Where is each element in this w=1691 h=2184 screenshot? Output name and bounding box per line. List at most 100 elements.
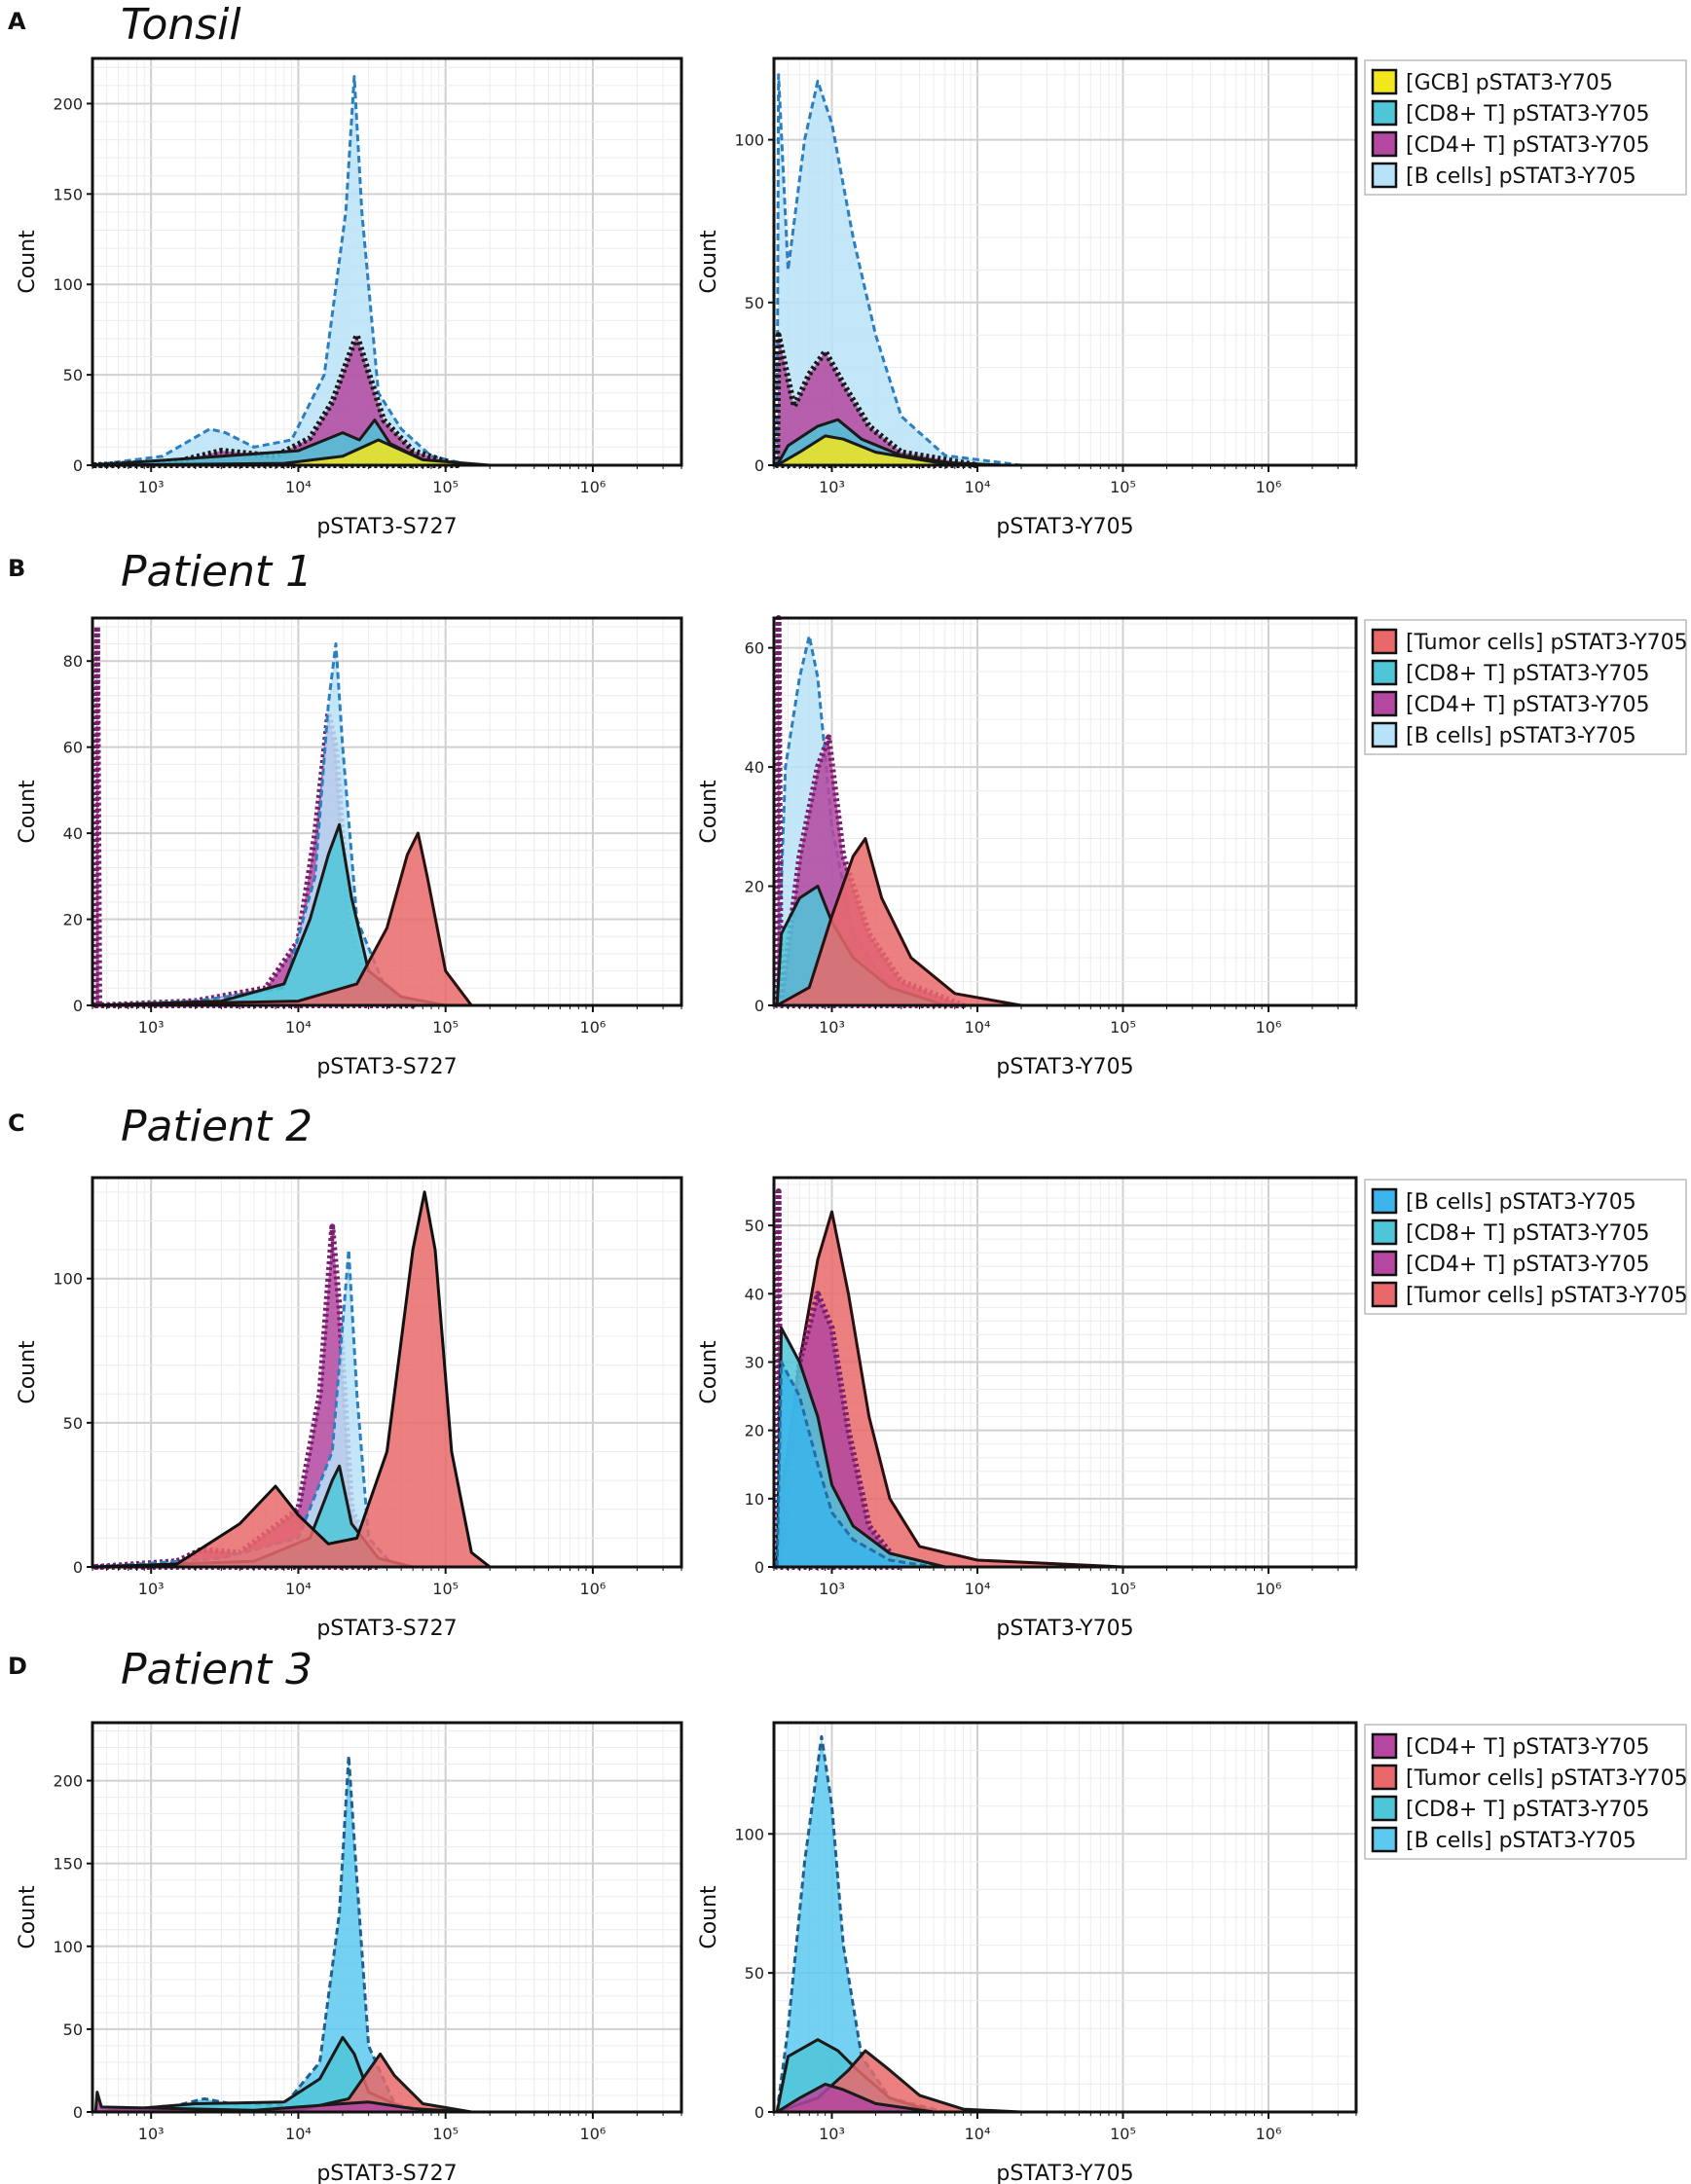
x-tick-label: 10⁴ <box>285 1018 312 1037</box>
y-tick-label: 80 <box>63 652 83 671</box>
y-axis-label: Count <box>16 230 40 294</box>
panel-letter-B: B <box>8 555 25 582</box>
x-tick-label: 10⁴ <box>965 1018 991 1037</box>
y-tick-label: 60 <box>63 739 83 757</box>
legend-swatch <box>1371 130 1398 158</box>
x-tick-label: 10⁴ <box>285 1580 312 1598</box>
x-tick-label: 10³ <box>819 1018 845 1037</box>
y-tick-label: 50 <box>745 1217 764 1235</box>
y-axis-label: Count <box>697 780 721 844</box>
legend-box <box>1364 59 1687 196</box>
x-tick-label: 10⁶ <box>580 2125 607 2143</box>
y-tick-label: 0 <box>754 997 764 1015</box>
panel-letter-D: D <box>8 1653 27 1680</box>
y-tick-label: 60 <box>745 639 764 658</box>
y-tick-label: 40 <box>745 1285 764 1303</box>
legend-box <box>1364 619 1687 755</box>
x-tick-label: 10³ <box>138 2125 165 2143</box>
y-tick-label: 50 <box>745 1964 764 1983</box>
legend-label: [CD4+ T] pSTAT3-Y705 <box>1406 1735 1650 1760</box>
series-b-cells-pstat3-y705 <box>775 73 1023 467</box>
x-axis-label: pSTAT3-Y705 <box>996 2162 1133 2184</box>
chart-A: 0 50 100 150 200 10³ 10⁴ 10⁵ 10⁶ pSTAT3-S727 Count <box>16 56 683 539</box>
y-tick-label: 50 <box>63 366 83 384</box>
y-tick-label: 40 <box>745 758 764 777</box>
x-axis-label: pSTAT3-S727 <box>316 1617 457 1641</box>
chart-C2: 0 10 20 30 40 50 10³ 10⁴ 10⁵ 10⁶ pSTAT3-Y705 Count <box>697 1176 1358 1641</box>
y-tick-label: 20 <box>745 1422 764 1440</box>
legend-label: [CD4+ T] pSTAT3-Y705 <box>1406 133 1650 158</box>
x-tick-label: 10⁵ <box>432 1018 459 1037</box>
legend-swatch <box>1371 659 1398 686</box>
x-tick-label: 10⁵ <box>432 2125 459 2143</box>
y-tick-label: 100 <box>53 275 83 294</box>
x-tick-label: 10⁵ <box>432 1580 459 1598</box>
legend-label: [Tumor cells] pSTAT3-Y705 <box>1406 631 1688 655</box>
legend-label: [CD4+ T] pSTAT3-Y705 <box>1406 693 1650 717</box>
x-tick-label: 10³ <box>819 478 845 496</box>
y-tick-label: 10 <box>745 1490 764 1509</box>
legend: [B cells] pSTAT3-Y705 [CD8+ T] pSTAT3-Y70… <box>1364 1179 1688 1315</box>
legend-swatch <box>1371 1732 1398 1760</box>
series-b-cells-pstat3-y705 <box>775 1361 936 1569</box>
legend-label: [B cells] pSTAT3-Y705 <box>1406 1829 1636 1853</box>
x-axis-label: pSTAT3-S727 <box>316 515 457 539</box>
legend-box <box>1364 1179 1687 1315</box>
x-axis-label: pSTAT3-Y705 <box>996 515 1133 539</box>
y-axis-label: Count <box>16 780 40 844</box>
series-b-cells-pstat3-y705 <box>91 75 473 467</box>
y-tick-label: 20 <box>745 878 764 896</box>
legend-swatch <box>1371 1187 1398 1215</box>
panel-letter-C: C <box>8 1110 25 1137</box>
y-tick-label: 100 <box>53 1270 83 1289</box>
series-b-cells-pstat3-y705 <box>775 1734 947 2114</box>
legend-label: [Tumor cells] pSTAT3-Y705 <box>1406 1284 1688 1308</box>
series-tumor-cells-pstat3-y705 <box>775 837 1023 1007</box>
y-tick-label: 0 <box>73 1558 83 1577</box>
x-tick-label: 10⁶ <box>1256 1580 1282 1598</box>
chart-D: 0 50 100 150 200 10³ 10⁴ 10⁵ 10⁶ pSTAT3-S727 Count <box>16 1721 683 2184</box>
series-b-cells-pstat3-y705 <box>93 1754 433 2114</box>
y-tick-label: 200 <box>53 1772 83 1791</box>
legend-label: [GCB] pSTAT3-Y705 <box>1406 71 1613 95</box>
x-tick-label: 10⁴ <box>965 2125 991 2143</box>
y-tick-label: 0 <box>754 2103 764 2122</box>
x-axis-label: pSTAT3-S727 <box>316 1055 457 1079</box>
y-tick-label: 50 <box>63 1414 83 1433</box>
legend-box <box>1364 1724 1687 1860</box>
x-tick-label: 10⁵ <box>1110 1018 1136 1037</box>
x-tick-label: 10⁵ <box>1110 478 1136 496</box>
y-axis-label: Count <box>697 1885 721 1949</box>
legend-swatch <box>1371 1281 1398 1308</box>
legend-swatch <box>1371 68 1398 95</box>
legend-label: [B cells] pSTAT3-Y705 <box>1406 724 1636 748</box>
legend-label: [B cells] pSTAT3-Y705 <box>1406 1190 1636 1215</box>
y-tick-label: 0 <box>73 2103 83 2122</box>
panel-title-B: Patient 1 <box>121 547 312 597</box>
y-tick-label: 50 <box>63 2020 83 2039</box>
panel-title-D: Patient 3 <box>121 1645 312 1694</box>
y-axis-label: Count <box>697 1340 721 1404</box>
x-axis-label: pSTAT3-Y705 <box>996 1055 1133 1079</box>
x-tick-label: 10³ <box>138 1018 165 1037</box>
x-axis-label: pSTAT3-S727 <box>316 2162 457 2184</box>
x-tick-label: 10⁵ <box>1110 1580 1136 1598</box>
legend-swatch <box>1371 1795 1398 1822</box>
y-axis-label: Count <box>697 230 721 294</box>
legend-label: [CD8+ T] pSTAT3-Y705 <box>1406 1221 1650 1246</box>
y-axis-label: Count <box>16 1340 40 1404</box>
legend-swatch <box>1371 690 1398 717</box>
series-tumor-cells-pstat3-y705 <box>93 831 473 1007</box>
x-tick-label: 10⁴ <box>965 478 991 496</box>
legend-label: [CD8+ T] pSTAT3-Y705 <box>1406 1798 1650 1822</box>
panel-title-A: Tonsil <box>121 0 241 50</box>
legend-label: [CD8+ T] pSTAT3-Y705 <box>1406 102 1650 127</box>
y-tick-label: 30 <box>745 1353 764 1371</box>
legend-swatch <box>1371 162 1398 189</box>
chart-D2: 0 50 100 10³ 10⁴ 10⁵ 10⁶ pSTAT3-Y705 Count <box>697 1721 1358 2184</box>
legend-swatch <box>1371 1250 1398 1277</box>
x-tick-label: 10⁴ <box>965 1580 991 1598</box>
legend-swatch <box>1371 628 1398 655</box>
legend: [CD4+ T] pSTAT3-Y705 [Tumor cells] pSTAT3… <box>1364 1724 1688 1860</box>
